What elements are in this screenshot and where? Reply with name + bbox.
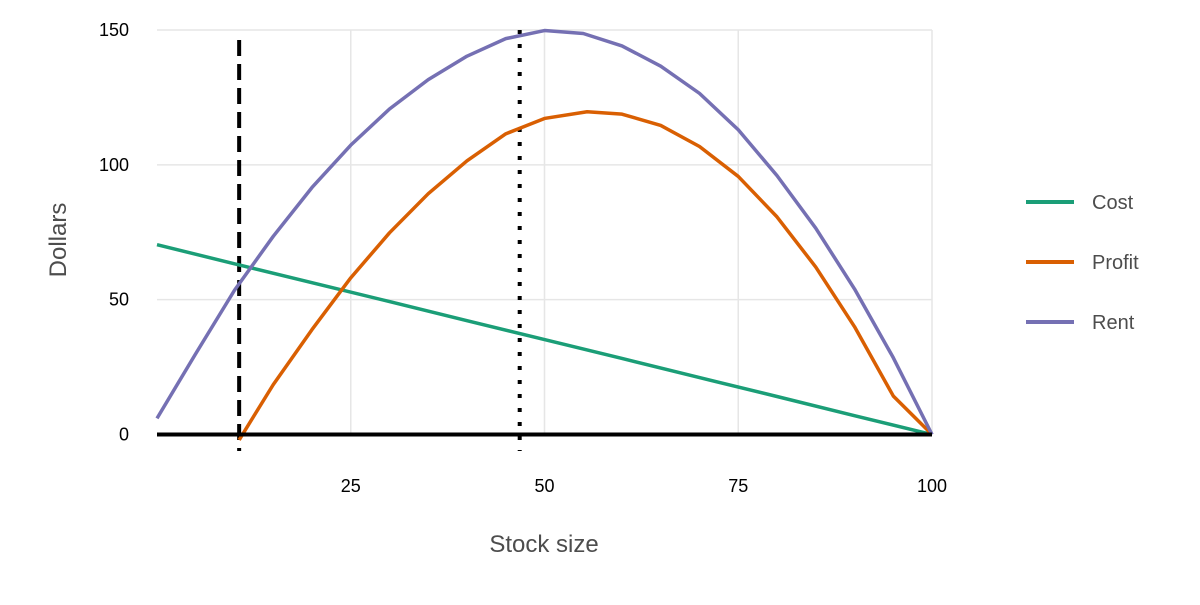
x-tick-label: 100 (917, 476, 947, 496)
y-tick-label: 150 (99, 20, 129, 40)
y-axis-title: Dollars (45, 203, 72, 278)
reference-lines (237, 30, 522, 451)
x-axis-title: Stock size (489, 531, 598, 558)
series-lines (155, 28, 934, 441)
x-tick-label: 25 (341, 476, 361, 496)
legend-label: Profit (1092, 252, 1139, 274)
x-tick-label: 50 (534, 476, 554, 496)
legend-item-cost: Cost (1026, 192, 1134, 214)
legend: Cost Profit Rent (1026, 192, 1139, 334)
series-line-cost (156, 242, 933, 437)
legend-item-profit: Profit (1026, 252, 1139, 274)
legend-label: Rent (1092, 312, 1135, 334)
legend-item-rent: Rent (1026, 312, 1135, 334)
tick-labels: 0 50 100 150 25 50 75 100 (99, 20, 947, 496)
legend-label: Cost (1092, 192, 1134, 214)
y-tick-label: 50 (109, 290, 129, 310)
gridlines (157, 29, 933, 436)
x-tick-label: 75 (728, 476, 748, 496)
y-tick-label: 100 (99, 155, 129, 175)
y-tick-label: 0 (119, 425, 129, 445)
series-line-profit (237, 109, 934, 441)
series-line-rent (155, 28, 934, 436)
